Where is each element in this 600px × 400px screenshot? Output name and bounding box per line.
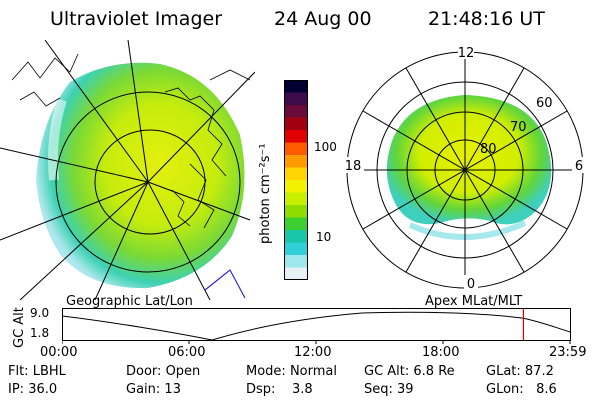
geo-panel-label: Geographic Lat/Lon bbox=[66, 294, 193, 309]
polar-aurora-image bbox=[386, 95, 552, 225]
colorbar-step bbox=[284, 255, 308, 268]
color-scale-bar bbox=[284, 80, 308, 280]
colorbar-step bbox=[284, 105, 308, 118]
footer-seq: Seq: 39 bbox=[364, 382, 414, 397]
colorbar-step bbox=[284, 180, 308, 193]
colorbar-step bbox=[284, 117, 308, 131]
footer-dsp: Dsp: 3.8 bbox=[246, 382, 313, 397]
mlt-label-18: 18 bbox=[345, 159, 362, 174]
colorbar-step bbox=[284, 92, 308, 106]
colorbar-unit-label: photon cm⁻²s⁻¹ bbox=[258, 143, 273, 244]
altitude-curve bbox=[62, 311, 571, 341]
mlt-label-6: 6 bbox=[575, 159, 583, 174]
footer-glat: GLat: 87.2 bbox=[486, 364, 554, 379]
colorbar-tick-100: 100 bbox=[314, 140, 337, 154]
footer-gain: Gain: 13 bbox=[126, 382, 181, 397]
geographic-map-panel bbox=[0, 40, 255, 300]
footer-door: Door: Open bbox=[126, 364, 201, 379]
mlat-label-70: 70 bbox=[510, 120, 527, 135]
footer-mode: Mode: Normal bbox=[246, 364, 337, 379]
colorbar-step bbox=[284, 217, 308, 231]
altitude-xtick-1800: 18:00 bbox=[422, 345, 460, 360]
footer-gc-alt: GC Alt: 6.8 Re bbox=[364, 364, 455, 379]
colorbar-step bbox=[284, 205, 308, 218]
colorbar-step bbox=[284, 142, 308, 156]
colorbar-step bbox=[284, 167, 308, 181]
colorbar-step bbox=[284, 80, 308, 93]
altitude-axis-label: GC Alt bbox=[12, 307, 27, 348]
time-label: 21:48:16 UT bbox=[428, 8, 545, 30]
colorbar-tick-10: 10 bbox=[316, 230, 332, 244]
altitude-ytick-top: 9.0 bbox=[30, 306, 50, 320]
footer-ip: IP: 36.0 bbox=[8, 382, 58, 397]
altitude-xtick-0600: 06:00 bbox=[168, 345, 206, 360]
mlt-label-12: 12 bbox=[458, 46, 475, 61]
date-label: 24 Aug 00 bbox=[274, 8, 372, 30]
mlat-label-80: 80 bbox=[480, 142, 497, 157]
mlat-label-60: 60 bbox=[536, 96, 553, 111]
colorbar-step bbox=[284, 267, 308, 280]
geo-aurora-image bbox=[36, 62, 245, 289]
mlt-label-0: 0 bbox=[467, 277, 475, 292]
altitude-xtick-2359: 23:59 bbox=[549, 345, 587, 360]
altitude-ytick-bottom: 1.8 bbox=[30, 326, 50, 340]
altitude-xtick-1200: 12:00 bbox=[294, 345, 332, 360]
geo-latitude-circle-outer bbox=[55, 91, 241, 273]
colorbar-step bbox=[284, 130, 308, 143]
footer-glon: GLon: 8.6 bbox=[486, 382, 557, 397]
polar-panel-label: Apex MLat/MLT bbox=[425, 294, 523, 309]
colorbar-step bbox=[284, 230, 308, 243]
colorbar-step bbox=[284, 192, 308, 206]
altitude-plot-frame bbox=[62, 308, 571, 341]
polar-mlt-panel: 12 18 6 0 60 70 80 bbox=[342, 45, 586, 292]
footer-filter: Flt: LBHL bbox=[8, 364, 66, 379]
colorbar-step bbox=[284, 155, 308, 168]
instrument-title: Ultraviolet Imager bbox=[50, 8, 223, 30]
altitude-xtick-0000: 00:00 bbox=[40, 345, 78, 360]
colorbar-step bbox=[284, 242, 308, 256]
altitude-plot bbox=[62, 308, 571, 344]
